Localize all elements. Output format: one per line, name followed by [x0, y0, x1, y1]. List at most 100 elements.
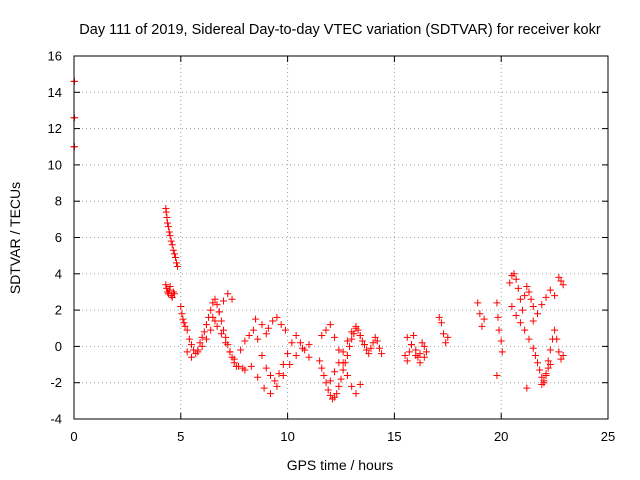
data-point	[284, 350, 292, 358]
data-point	[495, 326, 503, 334]
data-point	[363, 346, 371, 354]
data-point	[442, 339, 450, 347]
y-axis-label: SDTVAR / TECUs	[7, 182, 23, 294]
data-point	[178, 310, 186, 318]
data-point	[174, 263, 182, 271]
data-point	[514, 284, 522, 292]
data-point	[316, 357, 324, 365]
data-point	[183, 348, 191, 356]
data-point	[512, 312, 520, 320]
data-point	[557, 277, 565, 285]
data-point	[271, 377, 279, 385]
data-point	[207, 306, 215, 314]
data-point	[346, 342, 354, 350]
data-point	[166, 283, 174, 291]
data-point	[217, 330, 225, 338]
data-point	[523, 283, 531, 291]
data-point	[440, 330, 448, 338]
data-point	[335, 359, 343, 367]
data-point	[354, 326, 362, 334]
data-point	[222, 339, 230, 347]
data-point	[358, 337, 366, 345]
x-tick-label: 15	[387, 429, 401, 444]
data-point	[538, 373, 546, 381]
data-point	[339, 348, 347, 356]
data-point	[254, 335, 262, 343]
data-point	[326, 391, 334, 399]
data-point	[360, 341, 368, 349]
data-point	[299, 344, 307, 352]
data-point	[249, 326, 257, 334]
data-point	[542, 371, 550, 379]
data-point	[213, 301, 221, 309]
y-tick-label: 12	[48, 121, 62, 136]
data-point	[538, 381, 546, 389]
data-point	[519, 306, 527, 314]
data-point	[267, 390, 275, 398]
data-point	[444, 333, 452, 341]
data-point	[551, 326, 559, 334]
data-point	[245, 332, 253, 340]
data-point	[179, 315, 187, 323]
data-point	[267, 371, 275, 379]
data-point	[365, 350, 373, 358]
x-tick-label: 10	[280, 429, 294, 444]
y-tick-label: -4	[50, 412, 62, 427]
data-point	[275, 370, 283, 378]
data-point	[527, 295, 535, 303]
data-point	[373, 337, 381, 345]
data-point	[318, 364, 326, 372]
data-point	[264, 324, 272, 332]
y-tick-label: 2	[55, 303, 62, 318]
data-point	[542, 293, 550, 301]
data-point	[269, 317, 277, 325]
data-point	[228, 295, 236, 303]
data-point	[230, 355, 238, 363]
data-point	[292, 351, 300, 359]
data-point	[497, 337, 505, 345]
data-point	[493, 371, 501, 379]
y-tick-label: 6	[55, 230, 62, 245]
data-point	[546, 286, 554, 294]
data-point	[322, 326, 330, 334]
data-point	[209, 313, 217, 321]
data-point	[260, 384, 268, 392]
data-point	[241, 366, 249, 374]
data-point	[418, 339, 426, 347]
data-point	[288, 339, 296, 347]
data-point	[281, 326, 289, 334]
data-point	[292, 332, 300, 340]
data-point	[215, 308, 223, 316]
data-point	[525, 335, 533, 343]
data-point	[525, 288, 533, 296]
data-point	[164, 219, 172, 227]
data-point	[476, 310, 484, 318]
data-point	[544, 357, 552, 365]
data-point	[375, 344, 383, 352]
data-point	[169, 246, 177, 254]
data-point	[536, 366, 544, 374]
data-point	[521, 326, 529, 334]
data-point	[326, 321, 334, 329]
data-point	[224, 290, 232, 298]
data-point	[410, 332, 418, 340]
data-point	[207, 326, 215, 334]
data-point	[202, 321, 210, 329]
data-point	[369, 339, 377, 347]
data-point	[165, 286, 173, 294]
data-point	[169, 288, 177, 296]
data-point	[508, 302, 516, 310]
data-point	[318, 332, 326, 340]
data-point	[356, 332, 364, 340]
data-point	[516, 295, 524, 303]
data-point	[474, 299, 482, 307]
data-point	[258, 321, 266, 329]
data-point	[183, 326, 191, 334]
data-point	[277, 321, 285, 329]
data-point	[217, 317, 225, 325]
data-point	[420, 353, 428, 361]
data-point	[435, 313, 443, 321]
data-point	[237, 346, 245, 354]
